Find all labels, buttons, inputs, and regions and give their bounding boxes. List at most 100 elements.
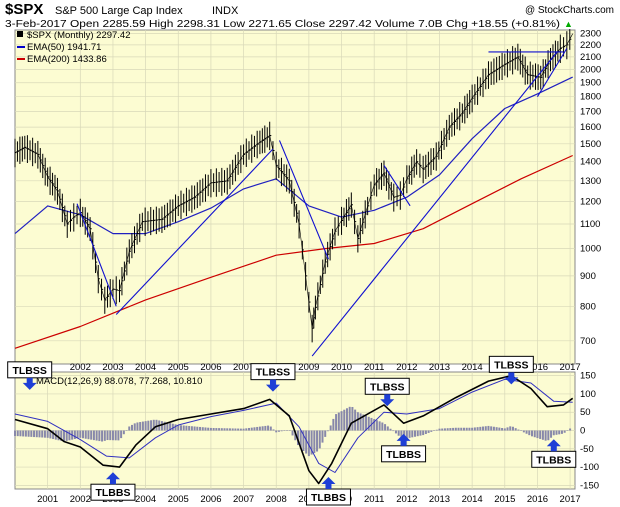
histogram-bar (117, 430, 120, 441)
histogram-bar (397, 430, 400, 436)
histogram-bar (24, 430, 27, 437)
annotation-arrow-down (265, 379, 280, 392)
histogram-bar (509, 426, 512, 431)
price-axis: 700 800 900 1000 1100 1200 1300 1400 1500 1600 170… (580, 28, 601, 346)
histogram-bar (30, 430, 33, 437)
histogram-bar (479, 426, 482, 431)
year-tick-label: 2003 (102, 362, 123, 373)
histogram-bar (427, 430, 430, 433)
quote-line: 3-Feb-2017 Open 2285.59 High 2298.31 Low… (5, 19, 560, 30)
histogram-bar (411, 430, 414, 438)
macd-tick-label: -50 (580, 444, 594, 455)
histogram-bar (468, 427, 471, 431)
histogram-bar (501, 427, 504, 431)
histogram-bar (131, 424, 134, 431)
year-tick-label: 2010 (331, 362, 352, 373)
histogram-bar (43, 430, 46, 438)
annotation-label: TLBSS (12, 365, 46, 377)
histogram-bar (348, 406, 351, 431)
year-tick-label: 2001 (37, 494, 58, 505)
year-tick-label: 2017 (560, 494, 581, 505)
histogram-bar (365, 415, 368, 431)
histogram-bar (438, 428, 441, 431)
histogram-bar (122, 430, 125, 435)
histogram-bar (384, 424, 387, 431)
histogram-bar (60, 430, 63, 441)
histogram-bar (147, 420, 150, 431)
annotation-label: TLBSS (256, 367, 290, 379)
histogram-bar (68, 430, 71, 441)
histogram-bar (378, 421, 381, 431)
year-tick-label: 2012 (396, 362, 417, 373)
legend-ema50: EMA(50) 1941.71 (27, 42, 101, 53)
histogram-bar (190, 426, 193, 431)
histogram-bar (220, 428, 223, 431)
annotation-arrow-down (22, 377, 37, 390)
histogram-bar (250, 427, 253, 431)
histogram-bar (185, 425, 188, 431)
change-arrow: ▲ (564, 19, 573, 29)
histogram-bar (109, 430, 112, 441)
histogram-bar (193, 426, 196, 431)
histogram-bar (280, 430, 283, 432)
macd-tick-label: 50 (580, 407, 591, 418)
price-tick-label: 1400 (580, 157, 601, 168)
histogram-bar (514, 428, 517, 431)
histogram-bar (558, 430, 561, 435)
histogram-bar (49, 430, 52, 439)
histogram-bar (95, 430, 98, 441)
histogram-bar (120, 430, 123, 439)
histogram-bar (98, 430, 101, 442)
price-tick-label: 1000 (580, 244, 601, 255)
histogram-bar (531, 430, 534, 437)
histogram-bar (101, 430, 104, 442)
ema50-line (14, 76, 573, 235)
year-tick-label: 2007 (233, 494, 254, 505)
histogram-bar (199, 426, 202, 431)
histogram-bar (381, 422, 384, 431)
price-tick-label: 1100 (580, 219, 600, 230)
histogram-bar (150, 420, 153, 431)
histogram-bar (400, 430, 403, 439)
histogram-bar (337, 412, 340, 431)
histogram-bar (544, 430, 547, 441)
price-tick-label: 2200 (580, 40, 601, 51)
histogram-bar (498, 427, 501, 431)
legend-ema200: EMA(200) 1433.86 (27, 54, 107, 65)
histogram-bar (76, 430, 79, 439)
year-tick-label: 2013 (429, 494, 450, 505)
histogram-bar (258, 426, 261, 431)
histogram-bar (103, 430, 106, 441)
macd-tick-label: 100 (580, 389, 596, 400)
year-tick-label: 2005 (168, 362, 189, 373)
histogram-bar (367, 416, 370, 431)
histogram-bar (228, 428, 231, 431)
histogram-bar (73, 430, 76, 440)
histogram-bar (19, 430, 22, 437)
histogram-bar (528, 430, 531, 436)
histogram-bar (35, 430, 38, 438)
histogram-bar (245, 428, 248, 431)
histogram-bar (324, 430, 327, 437)
histogram-bar (318, 430, 321, 449)
year-tick-label: 2012 (396, 494, 417, 505)
histogram-bar (443, 428, 446, 431)
year-tick-label: 2006 (200, 494, 221, 505)
year-tick-label: 2005 (168, 494, 189, 505)
histogram-bar (305, 430, 308, 454)
histogram-bar (362, 414, 365, 431)
histogram-bar (166, 422, 169, 431)
histogram-bar (144, 421, 147, 431)
histogram-bar (207, 427, 210, 431)
histogram-bar (539, 430, 542, 439)
trendlines (76, 48, 568, 357)
histogram-bar (511, 426, 514, 431)
histogram-bar (313, 430, 316, 454)
histogram-bar (533, 430, 536, 438)
histogram-bar (264, 425, 267, 431)
histogram-bar (114, 430, 117, 441)
histogram-bar (272, 429, 275, 431)
price-tick-label: 1200 (580, 197, 601, 208)
price-tick-label: 1900 (580, 78, 601, 89)
histogram-bar (441, 428, 444, 431)
